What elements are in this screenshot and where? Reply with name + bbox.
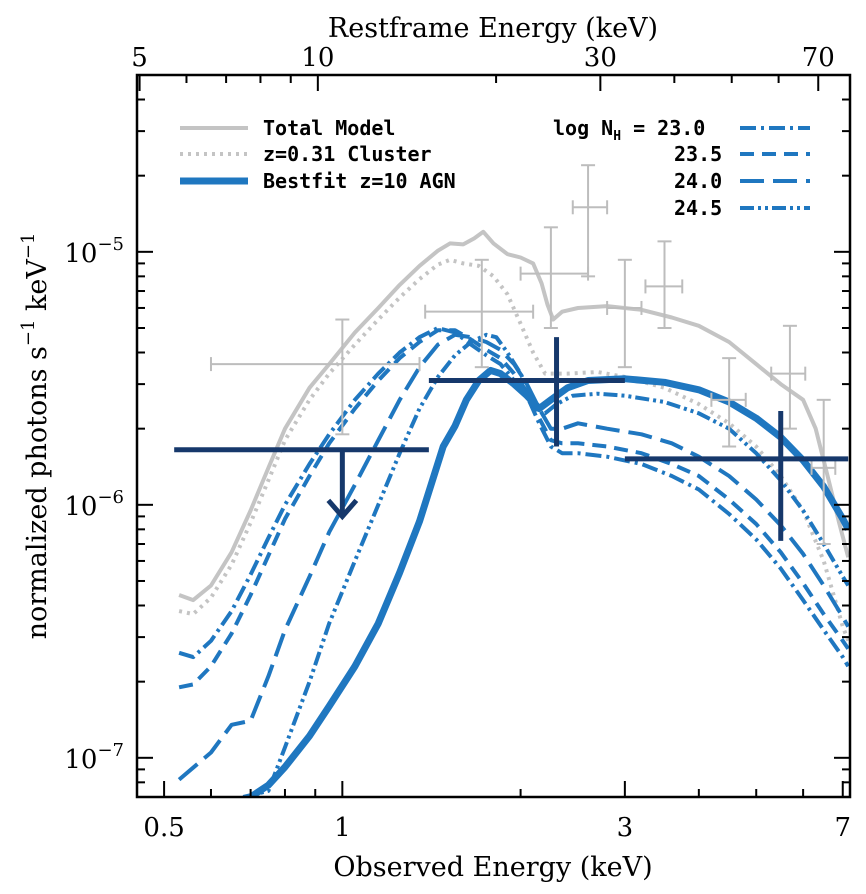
data-point <box>428 337 625 447</box>
y-axis-title: normalized photons s−1 keV−1 <box>18 233 53 640</box>
top-tick-label: 5 <box>131 43 148 73</box>
axis-ticks: 0.5 1 3 7 5 10 30 70 10−7 10−6 10−5 <box>64 43 851 843</box>
upper-limit-arrow <box>326 498 359 521</box>
legend-left: Total Model z=0.31 Cluster Bestfit z=10 … <box>180 116 456 193</box>
data-point <box>624 410 849 541</box>
gray-errorbar <box>810 398 837 546</box>
y-tick-label: 10−6 <box>64 487 124 522</box>
model-curves <box>177 229 850 797</box>
series-line-log-nh-24-5 <box>242 332 850 797</box>
x-tick-label: 0.5 <box>143 813 184 843</box>
axes-frame <box>135 73 852 799</box>
gray-errorbar <box>606 258 643 369</box>
top-tick-label: 30 <box>584 43 617 73</box>
series-line-log-nh-23-5 <box>178 328 850 690</box>
y-tick-label: 10−7 <box>64 740 124 775</box>
gray-errorbar <box>770 324 807 430</box>
top-tick-label: 10 <box>301 43 334 73</box>
legend-label-nh-23-5: 23.5 <box>674 142 722 166</box>
gray-errorbar <box>644 240 684 329</box>
gray-errorbar <box>571 164 609 278</box>
x-tick-label: 3 <box>617 813 634 843</box>
legend-right: log NH = 23.0 23.5 24.0 24.5 <box>553 116 810 220</box>
legend-label-bestfit-agn: Bestfit z=10 AGN <box>263 169 456 193</box>
legend-label-cluster: z=0.31 Cluster <box>263 142 432 166</box>
gray-errorbar <box>710 357 747 448</box>
x-tick-label: 1 <box>334 813 351 843</box>
legend-label-total-model: Total Model <box>263 116 395 140</box>
x-axis-title: Observed Energy (keV) <box>333 852 652 883</box>
legend-nh-title: log NH = 23.0 <box>553 116 705 144</box>
legend-label-nh-24-0: 24.0 <box>674 169 722 193</box>
top-tick-label: 70 <box>802 43 835 73</box>
data-upper-limit <box>174 447 429 521</box>
gray-errorbar <box>209 318 421 436</box>
legend-label-nh-24-5: 24.5 <box>674 196 722 220</box>
top-axis-title: Restframe Energy (keV) <box>328 13 658 44</box>
series-line-z-0-31-cluster <box>178 257 850 642</box>
y-tick-label: 10−5 <box>64 234 124 269</box>
series-line-total-model <box>178 229 850 603</box>
error-bars <box>174 164 849 546</box>
gray-errorbar <box>519 226 590 329</box>
x-tick-label: 7 <box>834 813 851 843</box>
gray-errorbar <box>424 258 535 369</box>
series-line-log-nh-24-0 <box>177 332 850 782</box>
series-line-log-nh-23-0 <box>178 326 850 668</box>
